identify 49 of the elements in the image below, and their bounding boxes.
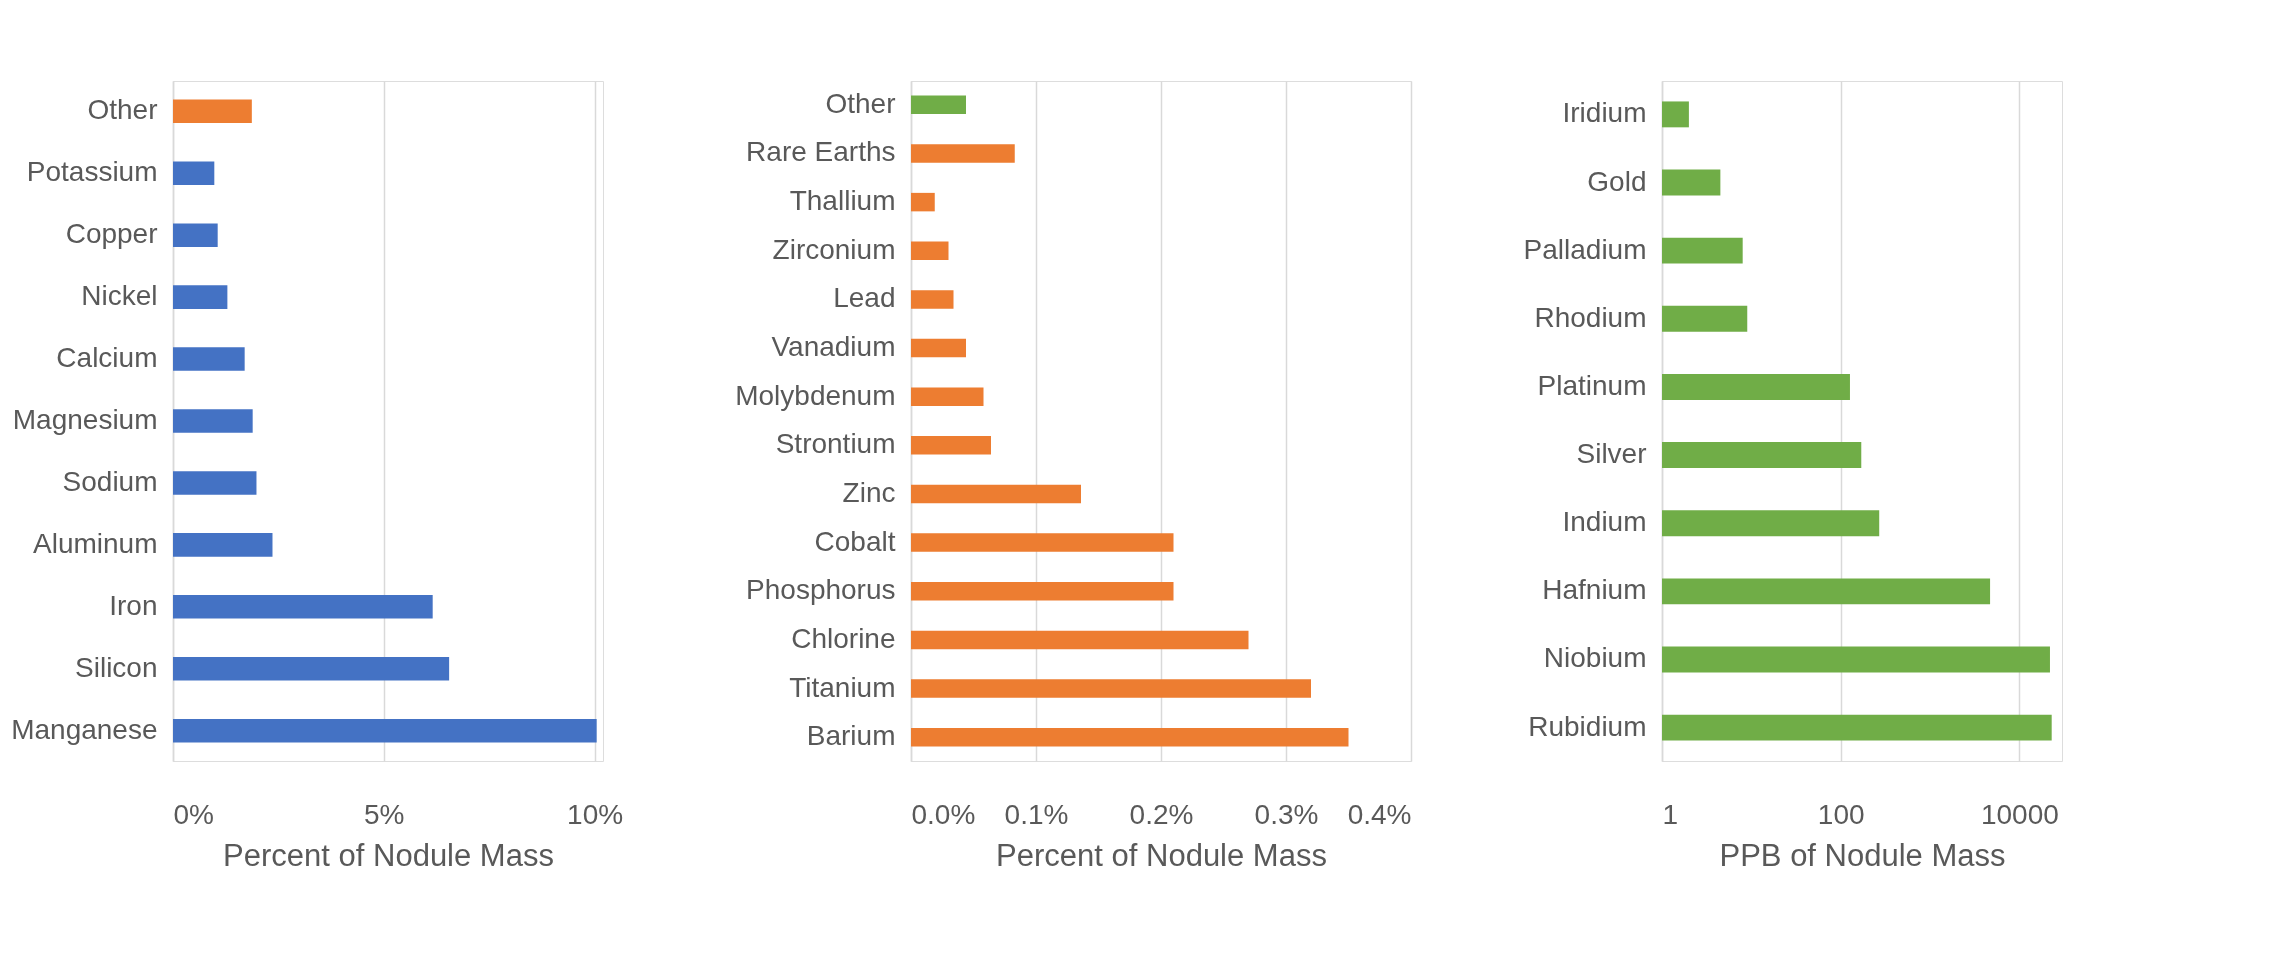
y-tick-label: Molybdenum (735, 379, 896, 411)
y-tick-label: Gold (1587, 165, 1647, 197)
y-tick-label: Vanadium (771, 331, 896, 363)
x-tick-label: 5% (364, 798, 405, 830)
x-tick-label: 100 (1817, 798, 1865, 830)
x-tick-label: 10% (567, 798, 624, 830)
y-tick-label: Copper (65, 218, 158, 250)
x-tick-label: 0.0% (911, 798, 976, 830)
y-tick-label: Iridium (1562, 97, 1647, 129)
y-tick-label: Rubidium (1528, 710, 1647, 742)
x-tick-label: 0.3% (1254, 798, 1319, 830)
y-tick-label: Silicon (75, 651, 158, 683)
y-tick-label: Thallium (789, 185, 896, 217)
y-tick-label: Strontium (775, 428, 896, 460)
y-tick-label: Other (87, 94, 158, 126)
y-tick-label: Potassium (26, 156, 158, 188)
y-tick-label: Manganese (11, 713, 158, 745)
y-tick-label: Lead (833, 282, 896, 314)
y-tick-label: Calcium (56, 342, 158, 374)
y-tick-label: Cobalt (814, 525, 896, 557)
y-tick-label: Rhodium (1534, 301, 1647, 333)
x-tick-label: 0.2% (1129, 798, 1194, 830)
y-tick-label: Platinum (1537, 369, 1647, 401)
y-tick-label: Rare Earths (746, 136, 896, 168)
x-axis-title: Percent of Nodule Mass (996, 837, 1327, 873)
y-tick-label: Titanium (789, 671, 896, 703)
y-tick-label: Chlorine (791, 622, 896, 654)
x-tick-label: 0% (173, 798, 214, 830)
y-tick-label: Zirconium (772, 233, 896, 265)
x-tick-label: 0.1% (1004, 798, 1069, 830)
y-tick-label: Nickel (81, 280, 158, 312)
y-tick-label: Barium (806, 720, 896, 752)
y-tick-label: Sodium (62, 465, 158, 497)
y-tick-label: Magnesium (12, 404, 158, 435)
y-tick-label: Other (825, 87, 896, 119)
y-tick-label: Zinc (842, 476, 896, 508)
x-axis-title: Percent of Nodule Mass (223, 837, 554, 873)
x-tick-label: 0.4% (1347, 798, 1412, 830)
y-tick-label: Silver (1576, 438, 1647, 470)
x-tick-label: 1 (1662, 798, 1679, 830)
y-tick-label: Hafnium (1542, 574, 1647, 606)
x-axis-title: PPB of Nodule Mass (1719, 837, 2006, 873)
x-tick-label: 10000 (1980, 798, 2059, 830)
y-tick-label: Iron (109, 589, 158, 621)
y-tick-label: Palladium (1523, 233, 1647, 265)
y-tick-label: Phosphorus (746, 574, 896, 606)
y-tick-label: Indium (1562, 506, 1647, 538)
y-tick-label: Niobium (1543, 642, 1647, 674)
y-tick-label: Aluminum (33, 527, 158, 559)
